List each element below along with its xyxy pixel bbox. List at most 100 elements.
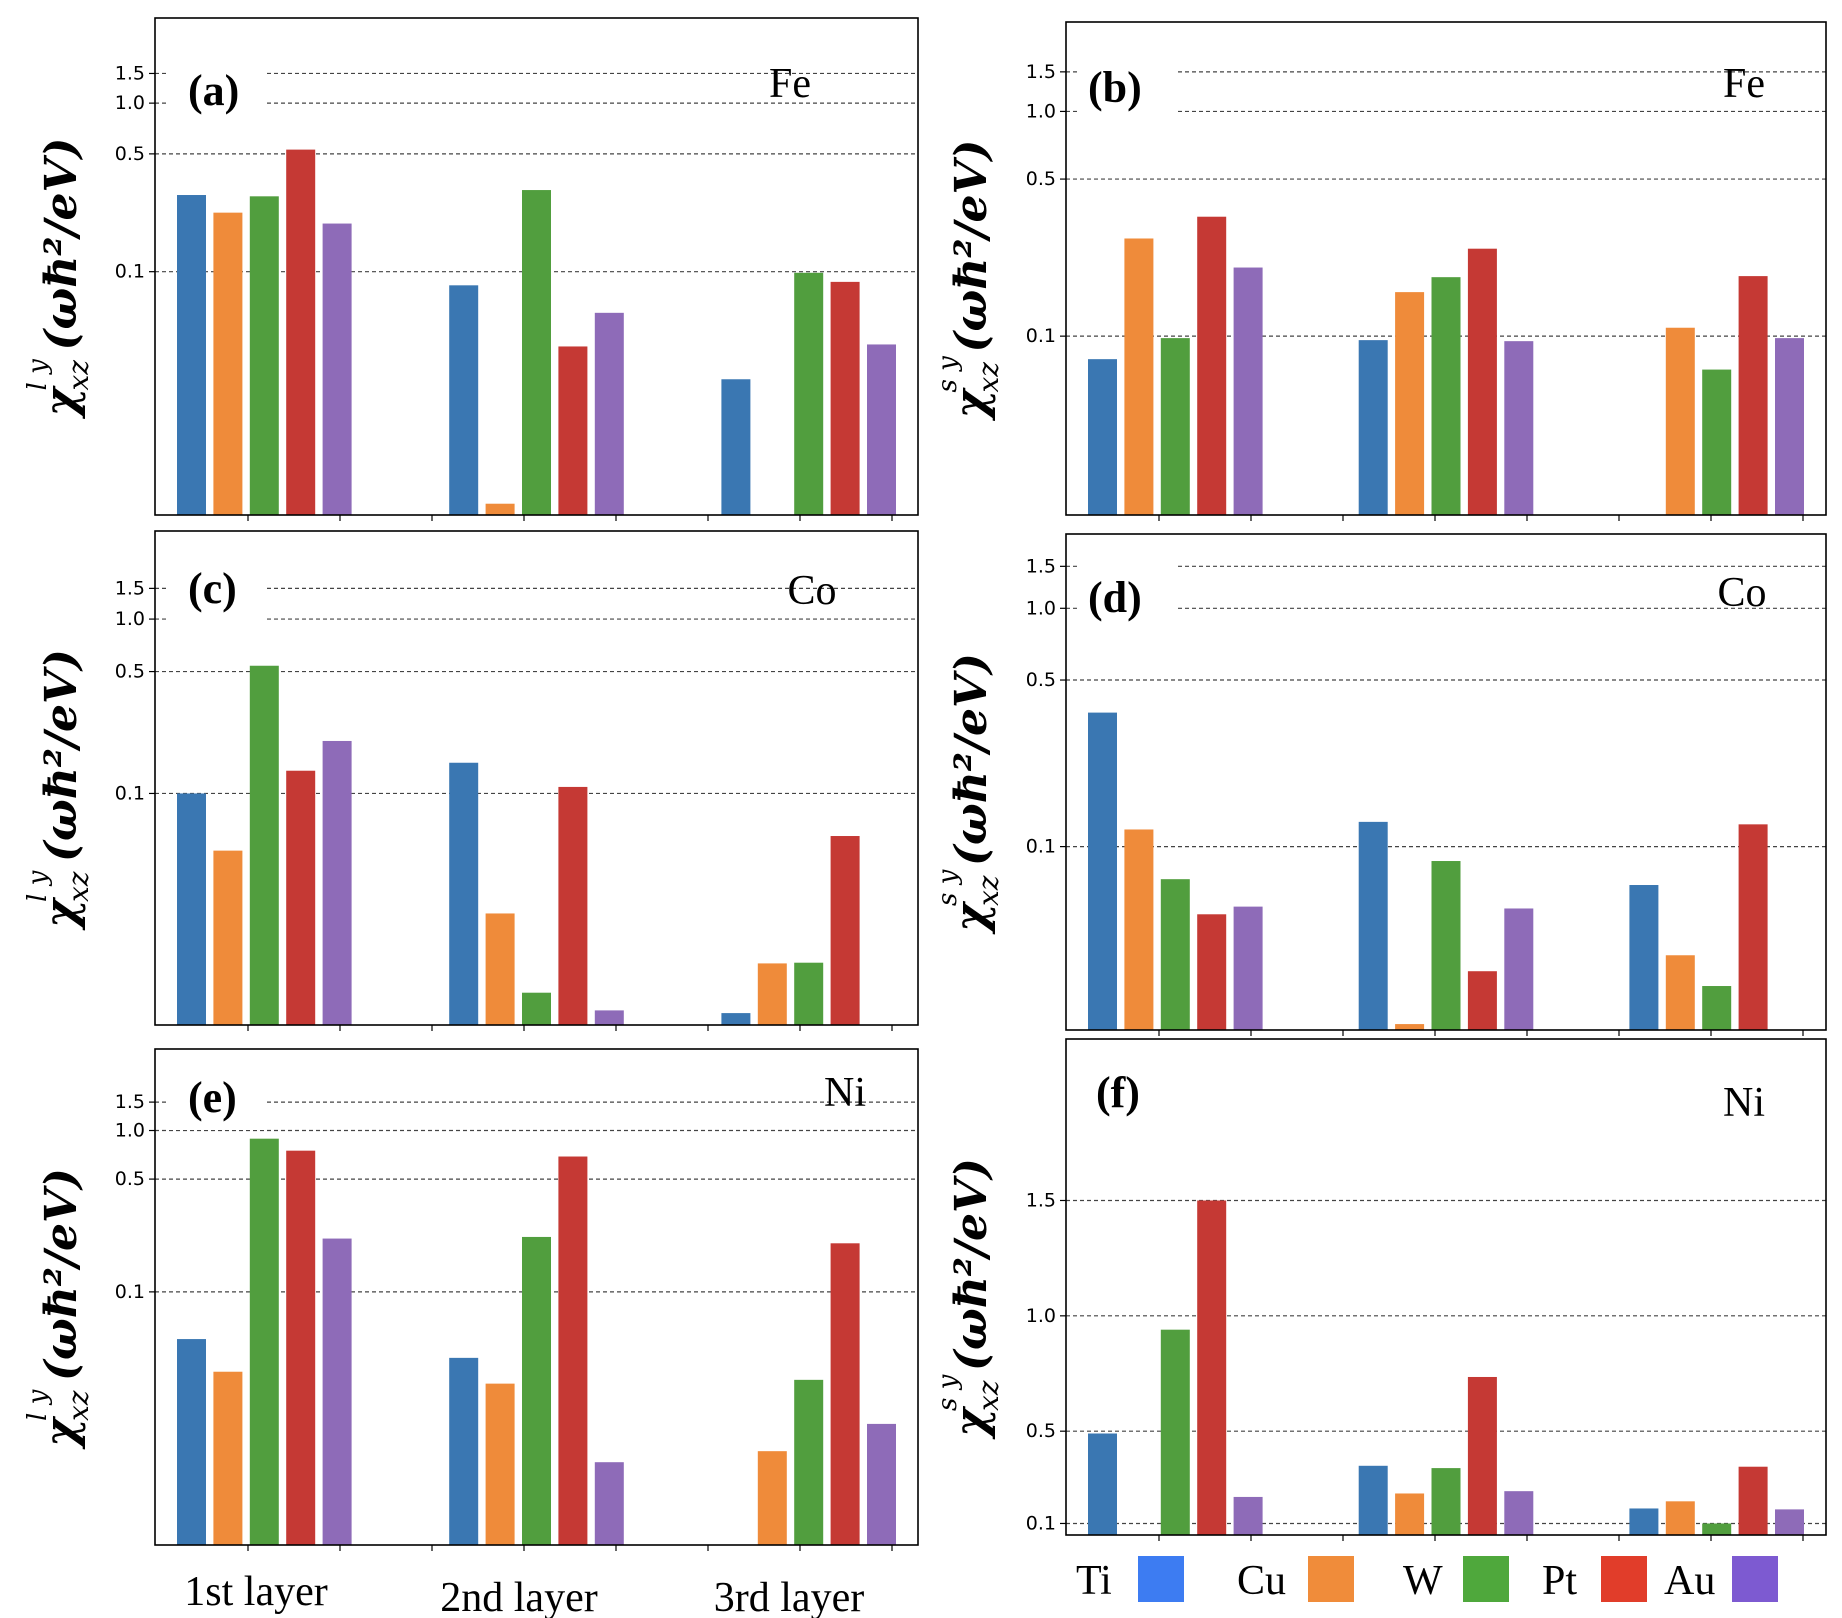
bar-pt-1 — [286, 770, 316, 1025]
bar-ti-1 — [1088, 1433, 1117, 1535]
legend-swatch-cu — [1308, 1556, 1354, 1602]
plot-frame — [154, 17, 919, 516]
bar-pt-1 — [1197, 216, 1227, 515]
bar-pt-2 — [1467, 1376, 1497, 1535]
plot-frame — [1065, 533, 1827, 1031]
bar-cu-2 — [1395, 1024, 1425, 1030]
panel-a: 0.1 0.5 1.0 1.5 (a) Fe χl y xz (ωħ²/eV) — [23, 17, 919, 521]
metal-label: Fe — [769, 61, 811, 107]
bar-w-3 — [1702, 986, 1732, 1030]
bar-cu-1 — [1124, 238, 1154, 515]
y-tick-label: 1.0 — [115, 1120, 145, 1142]
bar-au-2 — [1504, 341, 1534, 515]
y-tick-label: 0.1 — [115, 261, 145, 283]
bar-ti-2 — [1358, 340, 1388, 515]
y-axis-label-sup: s y — [933, 356, 963, 393]
bar-ti-1 — [177, 793, 206, 1025]
y-axis-label-sub: xz — [972, 362, 1005, 393]
legend-label-cu: Cu — [1237, 1558, 1286, 1604]
bar-pt-2 — [558, 786, 588, 1025]
y-axis-label: χs y xz (ωħ²/eV) — [933, 140, 1005, 422]
legend-swatch-au — [1732, 1556, 1778, 1602]
bar-cu-2 — [485, 913, 515, 1025]
bar-au-2 — [594, 1010, 624, 1025]
y-tick-label: 0.1 — [1026, 325, 1056, 347]
y-axis-label: χs y xz (ωħ²/eV) — [933, 1158, 1005, 1440]
bar-ti-2 — [1358, 821, 1388, 1030]
y-axis-label-sup: l y — [23, 870, 53, 902]
bar-ti-1 — [177, 1339, 206, 1545]
y-tick-label: 0.5 — [115, 143, 145, 165]
bar-pt-2 — [558, 346, 588, 515]
bar-w-1 — [249, 196, 279, 516]
bar-pt-1 — [1197, 1200, 1227, 1535]
bar-cu-2 — [1395, 292, 1425, 515]
y-tick-label: 0.1 — [115, 1281, 145, 1303]
y-tick-label: 0.5 — [115, 1168, 145, 1190]
y-tick-label: 1.5 — [115, 577, 145, 599]
y-axis-label-sup: s y — [933, 869, 963, 906]
metal-label: Ni — [1723, 1080, 1765, 1126]
y-tick-label: 0.1 — [115, 782, 145, 804]
x-category-1: 1st layer — [184, 1569, 327, 1615]
panel-e: 0.1 0.5 1.0 1.5 (e) Ni χl y xz (ωħ²/eV) — [23, 1048, 919, 1551]
y-axis-label: χl y xz (ωħ²/eV) — [23, 138, 95, 420]
bar-w-1 — [1160, 1329, 1190, 1535]
y-tick-label: 1.5 — [115, 62, 145, 84]
y-tick-label: 0.1 — [1026, 1512, 1056, 1534]
plot-frame — [1065, 21, 1827, 516]
bar-w-2 — [522, 1236, 551, 1545]
y-axis-label-sub: xz — [62, 871, 95, 902]
bar-au-1 — [1233, 1496, 1263, 1535]
y-axis-label-symbol: χ — [36, 385, 87, 420]
bar-pt-3 — [1738, 1466, 1768, 1535]
bar-ti-3 — [721, 1013, 751, 1025]
plot-frame — [1065, 1038, 1827, 1536]
bar-cu-2 — [485, 1383, 515, 1545]
bar-w-1 — [249, 1138, 279, 1545]
y-axis-label-units: (ωħ²/eV) — [946, 140, 997, 353]
metal-label: Ni — [824, 1070, 866, 1116]
legend-label-w: W — [1403, 1558, 1443, 1604]
bar-au-3 — [867, 1423, 896, 1545]
legend-label-pt: Pt — [1542, 1558, 1577, 1604]
y-tick-label: 1.0 — [1026, 1305, 1056, 1327]
bar-au-3 — [867, 344, 896, 515]
y-axis-label-sup: l y — [23, 359, 53, 391]
bar-w-3 — [1702, 1523, 1732, 1535]
bar-au-3 — [1775, 1509, 1804, 1535]
bar-ti-2 — [1358, 1465, 1388, 1535]
bar-ti-2 — [449, 1357, 479, 1545]
y-tick-label: 1.0 — [1026, 100, 1056, 122]
y-tick-label: 0.5 — [1026, 1420, 1056, 1442]
bar-w-3 — [1702, 369, 1732, 515]
panel-f: 0.1 0.5 1.0 1.5 (f) Ni χs y xz (ωħ²/eV) — [933, 1038, 1827, 1541]
bar-cu-3 — [757, 963, 787, 1025]
y-axis-label-symbol: χ — [36, 1415, 87, 1450]
bar-w-2 — [1431, 861, 1461, 1030]
bar-cu-1 — [213, 1371, 243, 1545]
bar-ti-3 — [721, 379, 751, 515]
y-axis-label-sup: l y — [23, 1389, 53, 1421]
bar-pt-3 — [1738, 824, 1768, 1030]
metal-label: Co — [787, 568, 836, 614]
bar-pt-3 — [830, 1243, 860, 1545]
bar-cu-1 — [1124, 829, 1154, 1030]
panel-label-box — [1078, 564, 1178, 630]
y-axis-label-symbol: χ — [36, 896, 87, 931]
bar-pt-1 — [1197, 914, 1227, 1030]
bar-au-1 — [1233, 906, 1263, 1030]
bar-cu-1 — [213, 212, 243, 516]
bar-pt-1 — [286, 149, 316, 515]
bar-au-2 — [594, 312, 624, 515]
bar-ti-2 — [449, 762, 479, 1025]
panel-label-box — [1078, 54, 1178, 120]
y-axis-label-sub: xz — [972, 875, 1005, 906]
panel-label: (d) — [1088, 573, 1142, 622]
y-axis-label-units: (ωħ²/eV) — [36, 138, 87, 351]
bar-cu-2 — [485, 503, 515, 515]
y-tick-label: 0.1 — [1026, 836, 1056, 858]
bar-w-2 — [1431, 1468, 1461, 1535]
bar-au-1 — [1233, 267, 1263, 515]
